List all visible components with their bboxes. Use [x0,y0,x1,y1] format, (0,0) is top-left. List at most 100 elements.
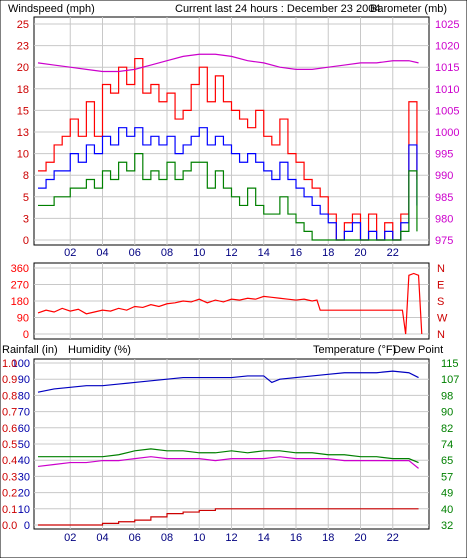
barometer-y-tick-label: 1020 [435,41,459,53]
barometer-y-tick-label: 995 [435,149,453,161]
direction-y-tick-label: 90 [17,313,29,325]
wind-y-tick-label: 8 [23,170,29,182]
x-tick-label-top: 20 [354,247,366,259]
humidity-y-tick-label: 50 [18,439,30,451]
wind-y-tick-label: 10 [17,149,29,161]
temperature-y-tick-label: 32 [441,520,453,532]
compass-label: W [437,313,448,325]
direction-y-tick-label: 180 [11,296,29,308]
wind-y-tick-label: 0 [23,235,29,247]
rainfall-y-tick-label: 0.4 [2,455,17,467]
temperature-y-tick-label: 82 [441,423,453,435]
series-gust [38,57,418,241]
wind-y-tick-label: 15 [17,105,29,117]
series-dewpoint [37,456,419,469]
humidity-y-tick-label: 60 [18,423,30,435]
x-tick-label-top: 02 [64,247,76,259]
humidity-y-tick-label: 10 [18,504,30,516]
series-average [38,127,418,241]
series-humidity [37,370,419,393]
wind-y-tick-label: 3 [23,213,29,225]
wind-y-tick-label: 18 [17,84,29,96]
rainfall-axis-label: Rainfall (in) [2,344,58,356]
direction-y-tick-label: 360 [11,263,29,275]
humidity-y-tick-label: 20 [18,488,30,500]
temperature-y-tick-label: 65 [441,455,453,467]
x-tick-label-bottom: 14 [258,532,270,544]
x-tick-label-bottom: 16 [290,532,302,544]
x-tick-label-top: 04 [96,247,108,259]
temperature-y-tick-label: 98 [441,390,453,402]
humidity-axis-label: Humidity (%) [68,344,131,356]
temperature-y-tick-label: 115 [441,358,459,370]
wind-y-tick-label: 23 [17,41,29,53]
rainfall-y-tick-label: 0.5 [2,439,17,451]
x-tick-label-top: 10 [193,247,205,259]
wind-y-tick-label: 25 [17,19,29,31]
temperature-axis-label: Temperature (°F) [313,344,396,356]
temperature-y-tick-label: 74 [441,439,453,451]
x-tick-label-bottom: 20 [354,532,366,544]
humidity-y-tick-label: 40 [18,455,30,467]
x-tick-label-top: 12 [225,247,237,259]
x-tick-label-bottom: 12 [225,532,237,544]
series-barometer [37,53,419,73]
x-tick-label-top: 08 [161,247,173,259]
temperature-y-tick-label: 57 [441,471,453,483]
windspeed-axis-label: Windspeed (mph) [8,3,95,15]
rainfall-y-tick-label: 0.1 [2,504,17,516]
series-direction [37,272,423,335]
temperature-y-tick-label: 40 [441,504,453,516]
barometer-y-tick-label: 1015 [435,62,459,74]
humidity-y-tick-label: 70 [18,407,30,419]
barometer-y-tick-label: 1010 [435,84,459,96]
barometer-y-tick-label: 990 [435,170,453,182]
x-tick-label-top: 18 [322,247,334,259]
x-tick-label-bottom: 18 [322,532,334,544]
wind-y-tick-label: 5 [23,192,29,204]
compass-label: E [437,280,444,292]
barometer-y-tick-label: 980 [435,213,453,225]
x-tick-label-bottom: 02 [64,532,76,544]
series-minimum [38,153,418,241]
humidity-y-tick-label: 30 [18,471,30,483]
x-tick-label-bottom: 10 [193,532,205,544]
temperature-y-tick-label: 90 [441,407,453,419]
rainfall-y-tick-label: 0.2 [2,488,17,500]
series-rainfall [38,508,419,526]
x-tick-label-top: 22 [387,247,399,259]
rainfall-y-tick-label: 0.8 [2,390,17,402]
x-tick-label-top: 14 [258,247,270,259]
direction-y-tick-label: 0 [23,329,29,341]
x-tick-label-bottom: 22 [387,532,399,544]
rainfall-y-tick-label: 0.6 [2,423,17,435]
rainfall-y-tick-label: 0.7 [2,407,17,419]
compass-label: N [437,263,445,275]
humidity-y-tick-label: 90 [18,374,30,386]
wind-y-tick-label: 20 [17,62,29,74]
barometer-y-tick-label: 1025 [435,19,459,31]
temperature-y-tick-label: 107 [441,374,459,386]
rainfall-y-tick-label: 0.9 [2,374,17,386]
compass-label: S [437,296,444,308]
compass-label: N [437,329,445,341]
barometer-y-tick-label: 975 [435,235,453,247]
barometer-y-tick-label: 1005 [435,105,459,117]
humidity-y-tick-label: 80 [18,390,30,402]
dewpoint-axis-label: Dew Point [393,344,443,356]
x-tick-label-top: 16 [290,247,302,259]
direction-y-tick-label: 270 [11,280,29,292]
humidity-y-tick-label: 0 [24,520,30,532]
rainfall-y-tick-label: 1.0 [2,358,17,370]
x-tick-label-bottom: 08 [161,532,173,544]
barometer-y-tick-label: 1000 [435,127,459,139]
x-tick-label-bottom: 04 [96,532,108,544]
x-tick-label-top: 06 [129,247,141,259]
series-temperature [38,448,419,464]
barometer-y-tick-label: 985 [435,192,453,204]
chart-title: Current last 24 hours : December 23 2004 [175,3,380,15]
temperature-y-tick-label: 49 [441,488,453,500]
barometer-axis-label: Barometer (mb) [370,3,447,15]
wind-y-tick-label: 13 [17,127,29,139]
humidity-y-tick-label: 100 [12,358,30,370]
